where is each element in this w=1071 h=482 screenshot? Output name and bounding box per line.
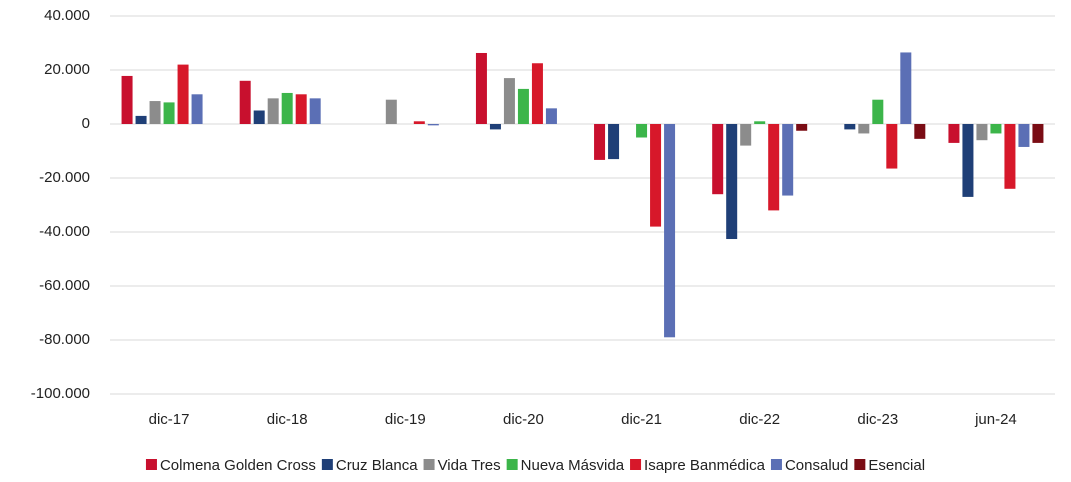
- y-tick-label: -60.000: [39, 277, 90, 294]
- legend-swatch: [506, 459, 518, 470]
- bar: [594, 124, 606, 160]
- bar: [726, 124, 738, 240]
- legend-swatch: [854, 459, 866, 470]
- bar: [503, 78, 515, 124]
- bar: [664, 124, 676, 338]
- y-tick-label: -100.000: [31, 385, 90, 402]
- x-tick-label: dic-19: [385, 411, 426, 428]
- bar: [1018, 124, 1030, 147]
- bar: [712, 124, 724, 195]
- bar: [1032, 124, 1044, 143]
- bar: [782, 124, 794, 196]
- legend-label: Colmena Golden Cross: [160, 457, 316, 474]
- bar: [135, 115, 147, 124]
- legend-label: Isapre Banmédica: [644, 457, 766, 474]
- legend-swatch: [321, 459, 333, 470]
- bar: [191, 94, 203, 124]
- y-tick-label: 0: [82, 115, 90, 132]
- bar: [281, 92, 293, 124]
- legend-label: Vida Tres: [438, 457, 501, 474]
- bar: [385, 99, 397, 124]
- bar: [121, 75, 133, 124]
- bar: [253, 110, 265, 124]
- x-tick-label: dic-23: [857, 411, 898, 428]
- bar: [475, 52, 487, 124]
- bar: [900, 52, 912, 125]
- bar: [650, 124, 662, 227]
- x-tick-label: dic-17: [149, 411, 190, 428]
- bar: [427, 124, 439, 126]
- legend-swatch: [630, 459, 642, 470]
- bar: [489, 124, 501, 130]
- bar: [768, 124, 780, 211]
- bar: [796, 124, 808, 131]
- x-tick-label: dic-20: [503, 411, 544, 428]
- bar: [844, 124, 856, 130]
- bar: [517, 88, 529, 124]
- bar: [531, 63, 543, 124]
- y-tick-label: -40.000: [39, 223, 90, 240]
- bar: [962, 124, 974, 197]
- bar: [177, 64, 189, 124]
- bar: [886, 124, 898, 169]
- x-tick-label: jun-24: [974, 411, 1017, 428]
- legend-label: Esencial: [868, 457, 925, 474]
- x-tick-label: dic-22: [739, 411, 780, 428]
- bar: [267, 98, 279, 124]
- bar: [1004, 124, 1016, 189]
- bar: [149, 101, 161, 124]
- bar: [636, 124, 648, 138]
- bar: [608, 124, 620, 160]
- legend-swatch: [770, 459, 782, 470]
- bar: [309, 98, 321, 124]
- x-tick-label: dic-18: [267, 411, 308, 428]
- bar: [740, 124, 752, 146]
- bar: [239, 80, 251, 124]
- bar: [754, 121, 766, 124]
- bar: [948, 124, 960, 143]
- legend-swatch: [423, 459, 435, 470]
- bar: [976, 124, 988, 141]
- bar: [163, 102, 175, 124]
- legend-label: Consalud: [785, 457, 848, 474]
- legend-label: Nueva Másvida: [521, 457, 625, 474]
- legend-label: Cruz Blanca: [336, 457, 418, 474]
- y-tick-label: 20.000: [44, 61, 90, 78]
- x-tick-label: dic-21: [621, 411, 662, 428]
- bar: [545, 108, 557, 124]
- bar: [872, 99, 884, 124]
- bar: [914, 124, 926, 139]
- bar: [858, 124, 870, 134]
- y-tick-label: -80.000: [39, 331, 90, 348]
- bar: [295, 94, 307, 124]
- legend-swatch: [145, 459, 157, 470]
- bar: [413, 121, 425, 124]
- y-tick-label: 40.000: [44, 7, 90, 24]
- y-tick-label: -20.000: [39, 169, 90, 186]
- bar: [990, 124, 1002, 134]
